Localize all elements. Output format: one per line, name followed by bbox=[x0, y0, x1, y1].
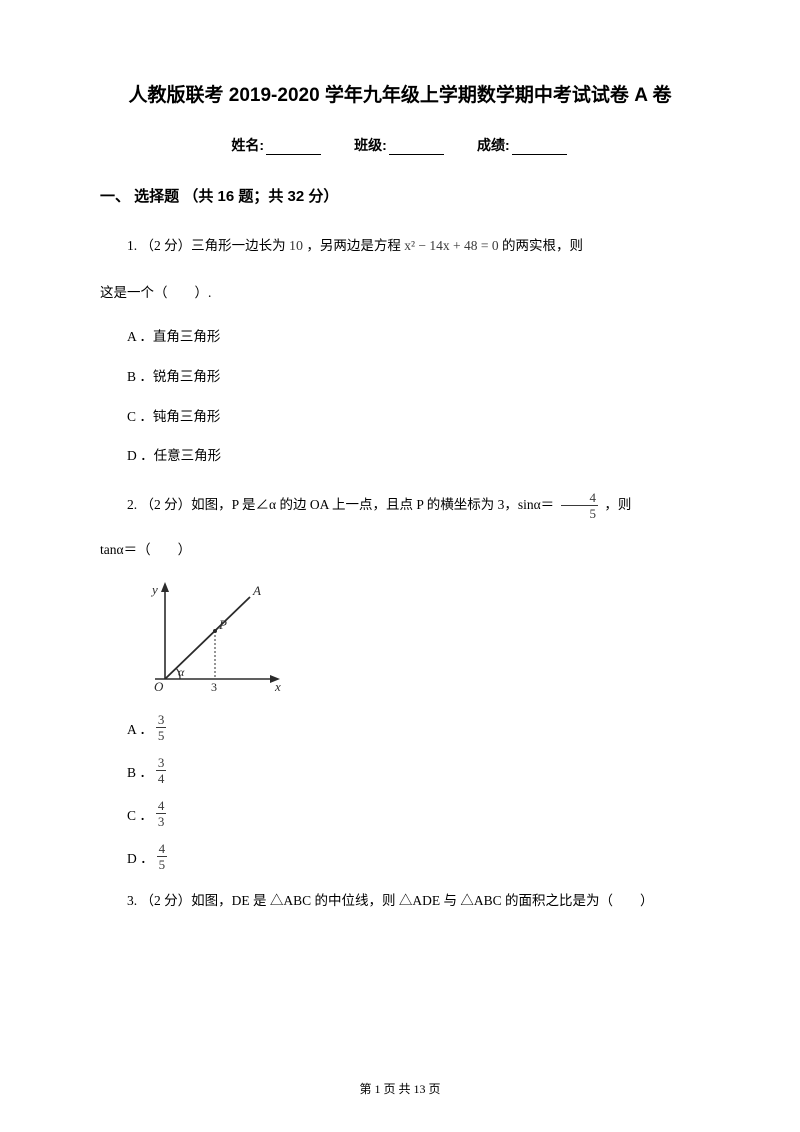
q1-value-10: 10 bbox=[289, 239, 303, 254]
q2-sin-fraction: 4 5 bbox=[561, 491, 599, 520]
q1-text-d: 这是一个（ ）. bbox=[100, 277, 700, 308]
q2-text-a: 2. （2 分）如图，P 是∠α 的边 OA 上一点，且点 P 的横坐标为 3，… bbox=[127, 497, 558, 512]
name-blank[interactable] bbox=[266, 140, 321, 155]
label-alpha: α bbox=[178, 665, 185, 679]
page-footer: 第 1 页 共 13 页 bbox=[0, 1080, 800, 1097]
q2-coordinate-plot: y x A P O 3 α bbox=[140, 579, 290, 694]
q2-optA-den: 5 bbox=[156, 727, 167, 742]
q2-option-c[interactable]: C ． 4 3 bbox=[100, 799, 700, 828]
q2-option-b[interactable]: B ． 3 4 bbox=[100, 756, 700, 785]
q2-option-d[interactable]: D ． 4 5 bbox=[100, 842, 700, 871]
q1-text-b: ，另两边是方程 bbox=[306, 238, 404, 253]
q1-text-c: 的两实根，则 bbox=[502, 238, 583, 253]
label-P: P bbox=[218, 617, 227, 632]
q2-optC-frac: 4 3 bbox=[156, 799, 167, 828]
student-info-line: 姓名: 班级: 成绩: bbox=[100, 135, 700, 155]
score-label: 成绩: bbox=[477, 137, 510, 153]
q2-text-c: ，则 bbox=[604, 497, 631, 512]
q2-optB-num: 3 bbox=[156, 756, 167, 770]
class-label: 班级: bbox=[354, 137, 387, 153]
q2-diagram: y x A P O 3 α bbox=[140, 579, 700, 699]
label-A: A bbox=[252, 583, 261, 598]
label-3: 3 bbox=[211, 680, 217, 694]
q1-option-d[interactable]: D ．任意三角形 bbox=[100, 441, 700, 471]
name-label: 姓名: bbox=[231, 137, 264, 153]
q2-optA-label: A ． bbox=[127, 718, 153, 738]
q2-sin-num: 4 bbox=[561, 491, 599, 505]
q2-option-a[interactable]: A ． 3 5 bbox=[100, 713, 700, 742]
q2-optC-num: 4 bbox=[156, 799, 167, 813]
question-3-stem: 3. （2 分）如图，DE 是 △ABC 的中位线，则 △ADE 与 △ABC … bbox=[100, 885, 700, 916]
q1-option-c[interactable]: C ．钝角三角形 bbox=[100, 402, 700, 432]
q2-optD-num: 4 bbox=[157, 842, 168, 856]
q1-text-a: 1. （2 分）三角形一边长为 bbox=[127, 238, 289, 253]
label-O: O bbox=[154, 679, 164, 694]
label-y: y bbox=[150, 582, 158, 597]
q2-optD-den: 5 bbox=[157, 856, 168, 871]
score-blank[interactable] bbox=[512, 140, 567, 155]
q1-equation: x² − 14x + 48 = 0 bbox=[404, 238, 498, 253]
page-title: 人教版联考 2019-2020 学年九年级上学期数学期中考试试卷 A 卷 bbox=[100, 80, 700, 107]
q2-optA-num: 3 bbox=[156, 713, 167, 727]
q1-option-a[interactable]: A ．直角三角形 bbox=[100, 322, 700, 352]
label-x: x bbox=[274, 679, 281, 694]
question-1-stem: 1. （2 分）三角形一边长为 10 ，另两边是方程 x² − 14x + 48… bbox=[100, 230, 700, 263]
class-blank[interactable] bbox=[389, 140, 444, 155]
q2-optD-label: D ． bbox=[127, 847, 154, 867]
question-2-stem: 2. （2 分）如图，P 是∠α 的边 OA 上一点，且点 P 的横坐标为 3，… bbox=[100, 489, 700, 520]
q2-optD-frac: 4 5 bbox=[157, 842, 168, 871]
q1-option-b[interactable]: B ．锐角三角形 bbox=[100, 362, 700, 392]
q2-optC-label: C ． bbox=[127, 804, 153, 824]
q2-sin-den: 5 bbox=[561, 505, 599, 520]
q2-text-d: tanα＝（ ） bbox=[100, 534, 700, 565]
q2-optA-frac: 3 5 bbox=[156, 713, 167, 742]
q2-optB-frac: 3 4 bbox=[156, 756, 167, 785]
exam-page: 人教版联考 2019-2020 学年九年级上学期数学期中考试试卷 A 卷 姓名:… bbox=[0, 0, 800, 1132]
q2-optB-den: 4 bbox=[156, 770, 167, 785]
q2-optC-den: 3 bbox=[156, 813, 167, 828]
q2-optB-label: B ． bbox=[127, 761, 153, 781]
section-1-heading: 一、 选择题 （共 16 题；共 32 分） bbox=[100, 185, 700, 206]
